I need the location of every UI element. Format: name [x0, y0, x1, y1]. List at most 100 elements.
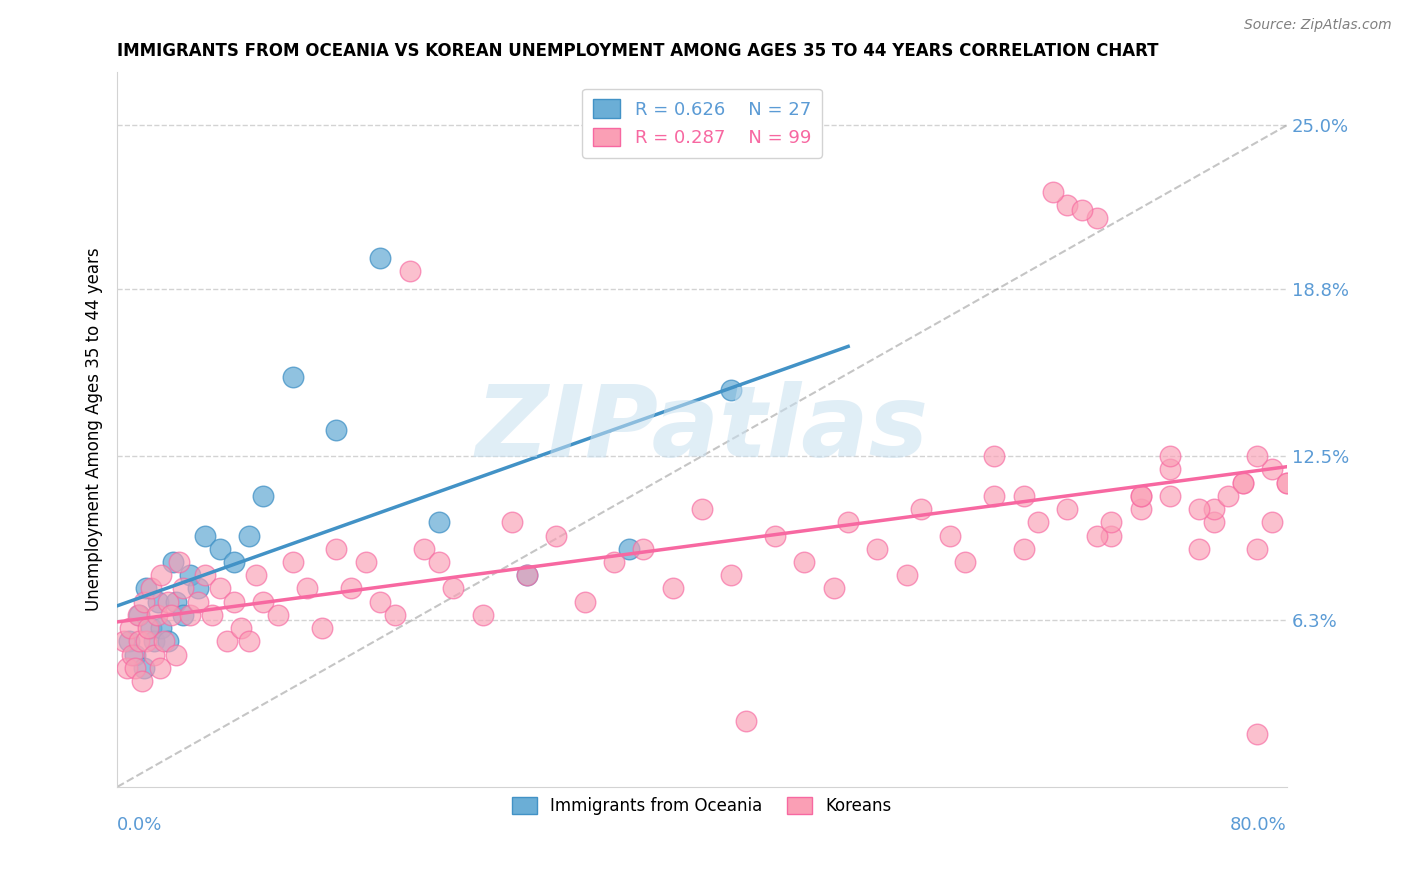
- Point: [515, 568, 537, 582]
- Point: [118, 634, 141, 648]
- Point: [124, 661, 146, 675]
- Point: [471, 607, 494, 622]
- Point: [252, 595, 274, 609]
- Point: [187, 595, 209, 609]
- Point: [1246, 727, 1268, 741]
- Point: [720, 383, 742, 397]
- Point: [1012, 489, 1035, 503]
- Point: [1159, 489, 1181, 503]
- Point: [135, 582, 157, 596]
- Point: [441, 582, 464, 596]
- Point: [146, 595, 169, 609]
- Point: [114, 634, 136, 648]
- Text: Source: ZipAtlas.com: Source: ZipAtlas.com: [1244, 18, 1392, 32]
- Point: [231, 621, 253, 635]
- Text: ZIPatlas: ZIPatlas: [475, 381, 928, 478]
- Point: [120, 621, 142, 635]
- Text: IMMIGRANTS FROM OCEANIA VS KOREAN UNEMPLOYMENT AMONG AGES 35 TO 44 YEARS CORRELA: IMMIGRANTS FROM OCEANIA VS KOREAN UNEMPL…: [117, 42, 1159, 60]
- Point: [633, 541, 655, 556]
- Point: [953, 555, 976, 569]
- Point: [1232, 475, 1254, 490]
- Point: [1129, 502, 1152, 516]
- Point: [157, 595, 180, 609]
- Point: [153, 634, 176, 648]
- Point: [1159, 462, 1181, 476]
- Point: [142, 648, 165, 662]
- Point: [142, 634, 165, 648]
- Point: [896, 568, 918, 582]
- Point: [734, 714, 756, 728]
- Point: [124, 648, 146, 662]
- Point: [1129, 489, 1152, 503]
- Point: [224, 555, 246, 569]
- Point: [763, 528, 786, 542]
- Point: [983, 449, 1005, 463]
- Point: [1026, 516, 1049, 530]
- Point: [121, 648, 143, 662]
- Point: [866, 541, 889, 556]
- Point: [194, 528, 217, 542]
- Point: [145, 607, 167, 622]
- Point: [132, 661, 155, 675]
- Point: [117, 661, 139, 675]
- Point: [617, 541, 640, 556]
- Point: [793, 555, 815, 569]
- Text: 80.0%: 80.0%: [1230, 815, 1286, 833]
- Point: [1159, 449, 1181, 463]
- Point: [690, 502, 713, 516]
- Point: [340, 582, 363, 596]
- Point: [179, 607, 201, 622]
- Point: [1099, 516, 1122, 530]
- Point: [179, 568, 201, 582]
- Point: [150, 621, 173, 635]
- Point: [149, 661, 172, 675]
- Point: [1012, 541, 1035, 556]
- Point: [1188, 502, 1211, 516]
- Point: [131, 674, 153, 689]
- Point: [325, 423, 347, 437]
- Point: [1129, 489, 1152, 503]
- Point: [194, 568, 217, 582]
- Point: [823, 582, 845, 596]
- Point: [354, 555, 377, 569]
- Point: [1056, 502, 1078, 516]
- Point: [215, 634, 238, 648]
- Point: [574, 595, 596, 609]
- Point: [501, 516, 523, 530]
- Point: [132, 595, 155, 609]
- Point: [135, 634, 157, 648]
- Point: [983, 489, 1005, 503]
- Point: [515, 568, 537, 582]
- Point: [1202, 502, 1225, 516]
- Point: [297, 582, 319, 596]
- Point: [1218, 489, 1240, 503]
- Point: [187, 582, 209, 596]
- Point: [427, 516, 450, 530]
- Point: [398, 264, 420, 278]
- Point: [544, 528, 567, 542]
- Point: [139, 582, 162, 596]
- Point: [1275, 475, 1298, 490]
- Point: [167, 555, 190, 569]
- Point: [1188, 541, 1211, 556]
- Point: [208, 541, 231, 556]
- Point: [413, 541, 436, 556]
- Point: [325, 541, 347, 556]
- Point: [201, 607, 224, 622]
- Point: [281, 555, 304, 569]
- Point: [939, 528, 962, 542]
- Point: [661, 582, 683, 596]
- Text: 0.0%: 0.0%: [117, 815, 163, 833]
- Point: [720, 568, 742, 582]
- Point: [1246, 541, 1268, 556]
- Point: [172, 582, 194, 596]
- Point: [427, 555, 450, 569]
- Point: [267, 607, 290, 622]
- Point: [1232, 475, 1254, 490]
- Point: [603, 555, 626, 569]
- Point: [128, 607, 150, 622]
- Point: [1261, 516, 1284, 530]
- Point: [128, 634, 150, 648]
- Legend: Immigrants from Oceania, Koreans: Immigrants from Oceania, Koreans: [505, 790, 898, 822]
- Point: [1071, 202, 1094, 217]
